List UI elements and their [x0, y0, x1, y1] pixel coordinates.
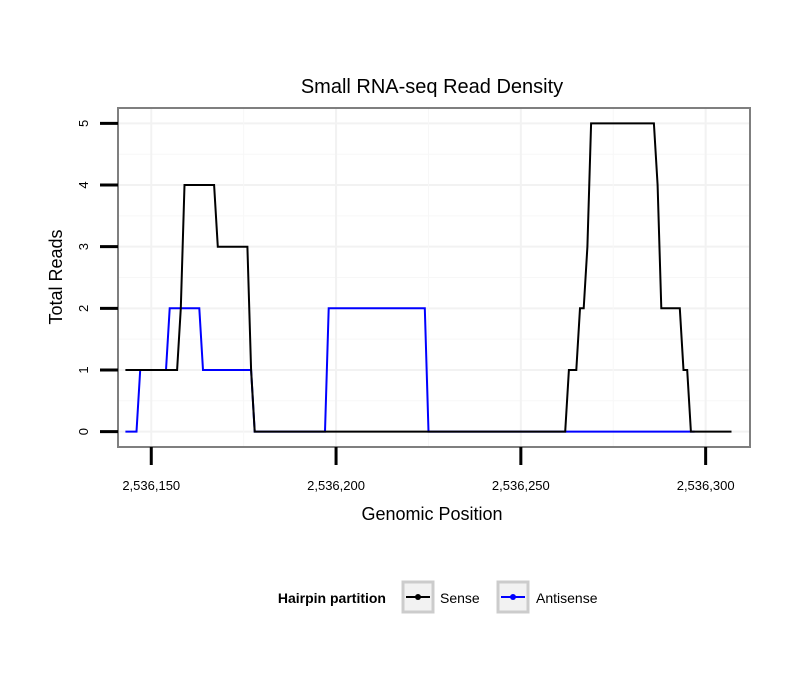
y-tick-label: 4 [76, 181, 91, 188]
y-axis-label: Total Reads [46, 229, 66, 324]
x-tick-label: 2,536,300 [677, 478, 735, 493]
legend-item-antisense[interactable]: Antisense [496, 580, 598, 614]
axis-ticks: 0 1 2 3 4 5 2,536,150 2,536,200 2,536,250 2,536,3… [76, 120, 735, 493]
x-tick-label: 2,536,150 [122, 478, 180, 493]
legend: Hairpin partition Sense Antisense [278, 580, 598, 614]
series-layer [125, 122, 732, 433]
legend-label-sense: Sense [440, 590, 480, 606]
y-tick-label: 3 [76, 243, 91, 250]
legend-point-sense [415, 594, 421, 600]
legend-item-sense[interactable]: Sense [401, 580, 480, 614]
legend-label-antisense: Antisense [536, 590, 598, 606]
legend-point-antisense [510, 594, 516, 600]
x-axis-label: Genomic Position [361, 504, 502, 524]
y-tick-label: 1 [76, 366, 91, 373]
series-line-sense [125, 122, 732, 433]
chart-title: Small RNA-seq Read Density [301, 76, 563, 98]
y-tick-label: 2 [76, 305, 91, 312]
x-tick-label: 2,536,200 [307, 478, 365, 493]
y-tick-label: 5 [76, 120, 91, 127]
y-tick-label: 0 [76, 428, 91, 435]
x-tick-label: 2,536,250 [492, 478, 550, 493]
legend-title: Hairpin partition [278, 590, 386, 606]
